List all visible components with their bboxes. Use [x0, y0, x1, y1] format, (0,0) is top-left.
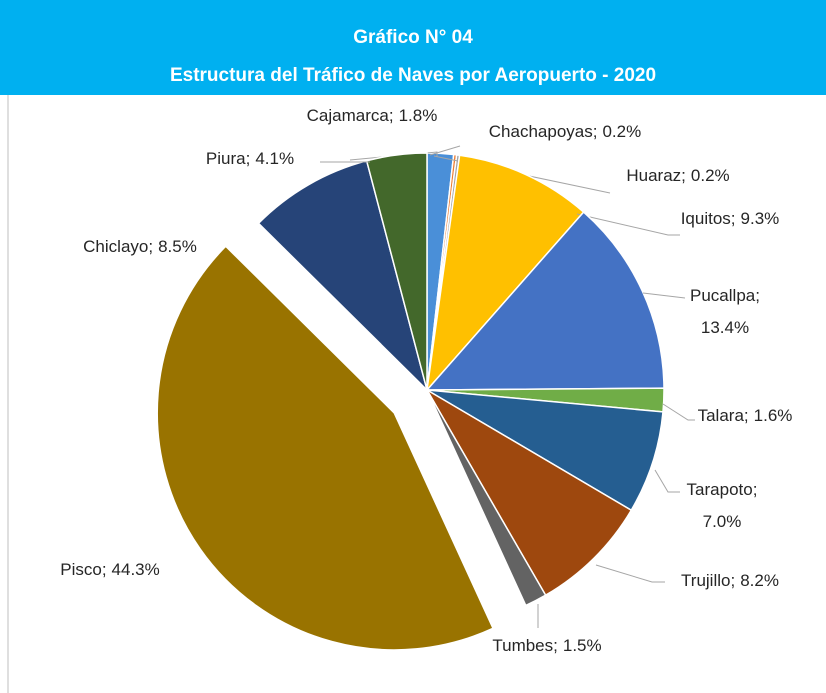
label-value: 1.5%	[563, 636, 602, 655]
leader-line	[642, 292, 686, 299]
label-value: 44.3%	[112, 560, 160, 579]
data-label: Pisco; 44.3%	[60, 560, 160, 579]
pie-slice	[156, 245, 495, 651]
data-label: Piura; 4.1%	[206, 149, 294, 168]
label-category: Piura	[206, 149, 246, 168]
data-label: Tarapoto; 7.0%	[687, 480, 758, 531]
data-label: Talara; 1.6%	[698, 406, 793, 425]
label-separator: ;	[730, 571, 735, 590]
leader-line	[576, 213, 680, 236]
label-category: Cajamarca	[307, 106, 390, 125]
pie-slice	[424, 387, 633, 597]
leader-line	[654, 469, 680, 493]
label-value: 9.3%	[741, 209, 780, 228]
data-label: Chiclayo; 8.5%	[83, 237, 197, 256]
label-separator: ;	[755, 286, 760, 305]
label-category: Tumbes	[492, 636, 553, 655]
label-separator: ;	[102, 560, 107, 579]
label-separator: ;	[389, 106, 394, 125]
label-separator: ;	[148, 237, 153, 256]
label-category: Iquitos	[681, 209, 731, 228]
leader-line	[595, 564, 665, 583]
label-value: 1.8%	[399, 106, 438, 125]
data-label: Trujillo; 8.2%	[681, 571, 779, 590]
label-separator: ;	[593, 122, 598, 141]
label-value: 8.2%	[740, 571, 779, 590]
pie-slice	[426, 389, 547, 607]
label-value: 0.2%	[691, 166, 730, 185]
chart-title: Gráfico N° 04	[353, 27, 473, 48]
data-label: Chachapoyas; 0.2%	[489, 122, 641, 141]
label-separator: ;	[553, 636, 558, 655]
label-category: Pucallpa	[690, 286, 756, 305]
label-separator: ;	[744, 406, 749, 425]
label-value: 7.0%	[703, 512, 742, 531]
label-category: Huaraz	[626, 166, 681, 185]
data-label: Iquitos; 9.3%	[681, 209, 780, 228]
data-label: Pucallpa; 13.4%	[690, 286, 760, 337]
pie-slice	[365, 152, 428, 391]
label-separator: ;	[731, 209, 736, 228]
pie-slice	[425, 154, 585, 393]
label-category: Chiclayo	[83, 237, 148, 256]
data-label: Cajamarca; 1.8%	[307, 106, 438, 125]
data-label: Tumbes; 1.5%	[492, 636, 601, 655]
label-value: 4.1%	[255, 149, 294, 168]
leader-line	[429, 145, 461, 156]
label-separator: ;	[246, 149, 251, 168]
label-category: Pisco	[60, 560, 102, 579]
label-separator: ;	[681, 166, 686, 185]
label-category: Tarapoto	[687, 480, 753, 499]
data-label: Huaraz; 0.2%	[626, 166, 729, 185]
label-value: 13.4%	[701, 318, 749, 337]
label-category: Trujillo	[681, 571, 730, 590]
header-band	[0, 0, 826, 95]
label-value: 1.6%	[754, 406, 793, 425]
chart-subtitle: Estructura del Tráfico de Naves por Aero…	[170, 65, 656, 86]
label-value: 0.2%	[602, 122, 641, 141]
label-category: Chachapoyas	[489, 122, 593, 141]
pie-slice	[425, 211, 665, 391]
pie-slice	[426, 389, 664, 512]
label-value: 8.5%	[158, 237, 197, 256]
leader-line	[662, 403, 695, 421]
label-separator: ;	[753, 480, 758, 499]
label-category: Talara	[698, 406, 745, 425]
